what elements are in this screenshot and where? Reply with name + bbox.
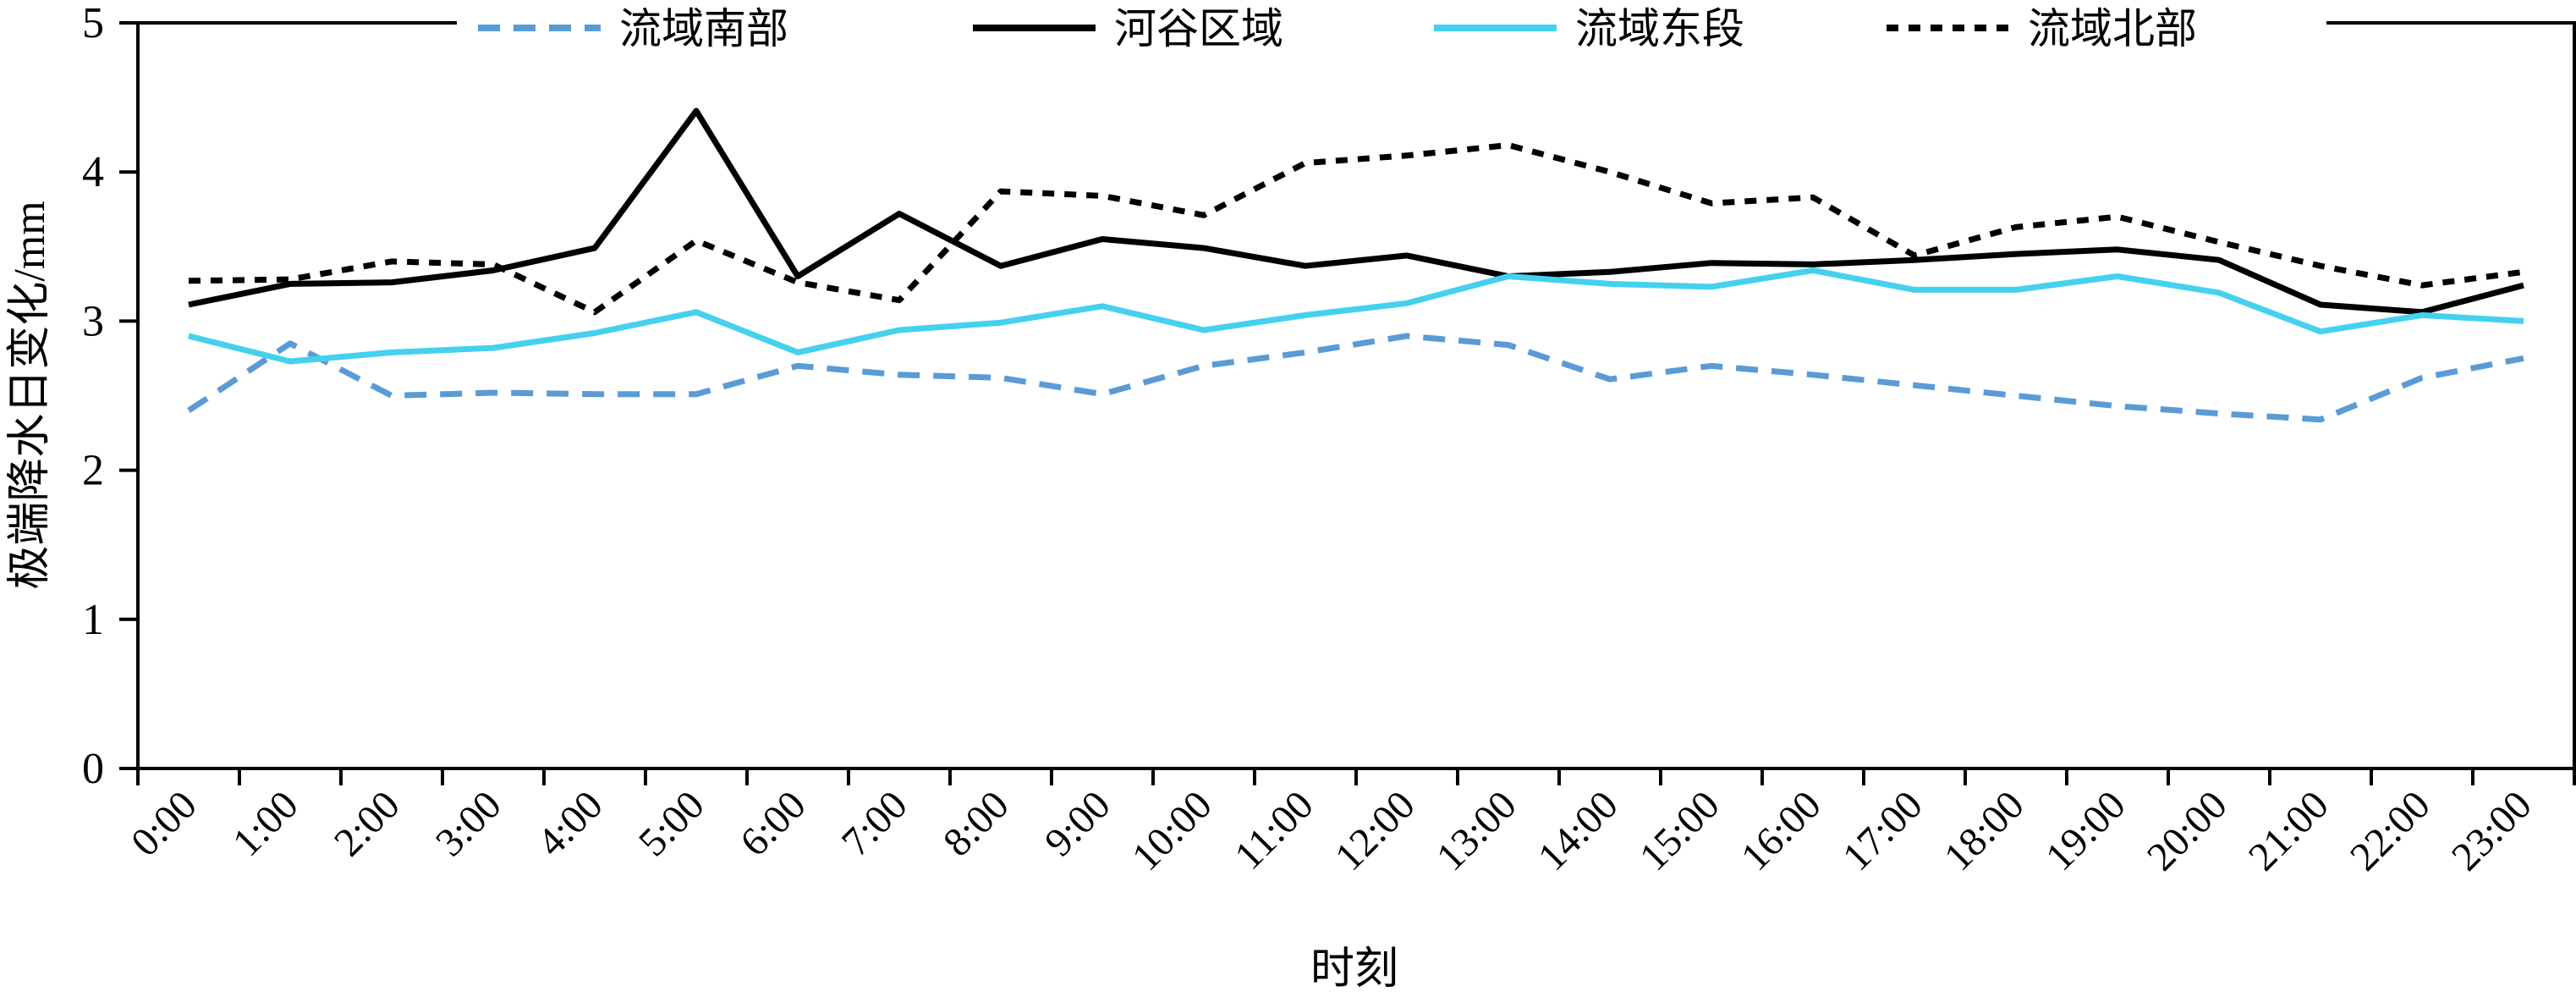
x-category-label: 8:00	[935, 782, 1018, 865]
legend-label: 河谷区域	[1114, 5, 1283, 52]
x-category-label: 15:00	[1631, 782, 1728, 879]
legend-label: 流域北部	[2028, 5, 2197, 52]
y-tick-label: 2	[82, 447, 104, 495]
y-tick-label: 3	[82, 297, 104, 345]
legend: 流域南部 河谷区域 流域东段 流域北部	[457, 2, 2326, 54]
x-category-label: 17:00	[1834, 782, 1931, 879]
x-category-label: 14:00	[1530, 782, 1627, 879]
series-line-流域北部	[188, 142, 2524, 316]
legend-background	[457, 2, 2326, 54]
x-category-label: 1:00	[224, 782, 307, 865]
legend-label: 流域南部	[619, 5, 788, 52]
y-axis-ticks: 0 1 2 3 4 5	[82, 0, 138, 793]
x-category-label: 3:00	[427, 782, 510, 865]
x-category-label: 10:00	[1123, 782, 1221, 879]
x-axis-title: 时刻	[1310, 945, 1398, 994]
x-category-label: 7:00	[833, 782, 916, 865]
y-tick-label: 5	[82, 0, 104, 47]
x-category-label: 2:00	[326, 782, 409, 865]
y-tick-label: 0	[82, 745, 104, 793]
x-category-label: 18:00	[1936, 782, 2033, 879]
y-tick-label: 4	[82, 148, 104, 196]
series-line-河谷区域	[188, 107, 2524, 316]
x-category-label: 11:00	[1226, 782, 1322, 879]
x-category-label: 19:00	[2037, 782, 2134, 879]
x-category-label: 0:00	[123, 782, 206, 865]
x-category-label: 4:00	[529, 782, 612, 865]
series-lines	[187, 107, 2524, 423]
series-line-流域东段	[188, 267, 2524, 365]
x-category-label: 5:00	[630, 782, 713, 865]
legend-label: 流域东段	[1575, 5, 1744, 52]
x-category-label: 21:00	[2240, 782, 2337, 879]
series-line-流域南部	[187, 333, 2524, 423]
y-tick-label: 1	[82, 596, 104, 644]
x-category-label: 9:00	[1036, 782, 1119, 865]
x-axis-ticks: 0:00 1:00 2:00 3:00 4:00 5:00 6:00 7:00 8:00 9:00…	[123, 768, 2576, 879]
x-category-label: 22:00	[2342, 782, 2439, 879]
x-category-label: 23:00	[2443, 782, 2540, 879]
x-category-label: 12:00	[1326, 782, 1424, 879]
plot-border	[136, 21, 2576, 770]
x-category-label: 20:00	[2139, 782, 2236, 879]
x-category-label: 13:00	[1428, 782, 1525, 879]
x-category-label: 16:00	[1733, 782, 1830, 879]
y-axis-title: 极端降水日变化/mm	[6, 201, 54, 589]
x-category-label: 6:00	[732, 782, 815, 865]
